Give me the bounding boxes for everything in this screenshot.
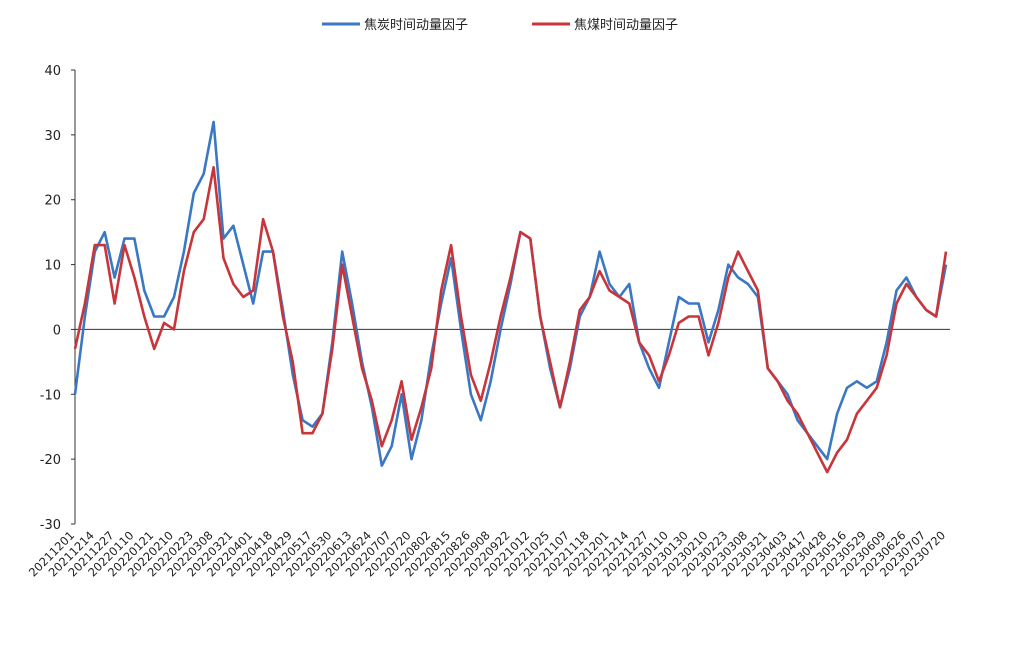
y-tick-label: 40 xyxy=(44,64,61,79)
y-tick-label: -20 xyxy=(40,453,61,468)
y-tick-label: 20 xyxy=(44,194,61,209)
y-tick-label: 10 xyxy=(44,259,61,274)
y-tick-label: 30 xyxy=(44,129,61,144)
y-tick-label: 0 xyxy=(53,323,61,338)
series-line xyxy=(73,120,948,467)
legend-label: 焦煤时间动量因子 xyxy=(574,18,678,33)
series-line xyxy=(73,166,948,474)
y-tick-label: -10 xyxy=(40,388,61,403)
legend-label: 焦炭时间动量因子 xyxy=(364,18,468,33)
y-tick-label: -30 xyxy=(40,518,61,533)
